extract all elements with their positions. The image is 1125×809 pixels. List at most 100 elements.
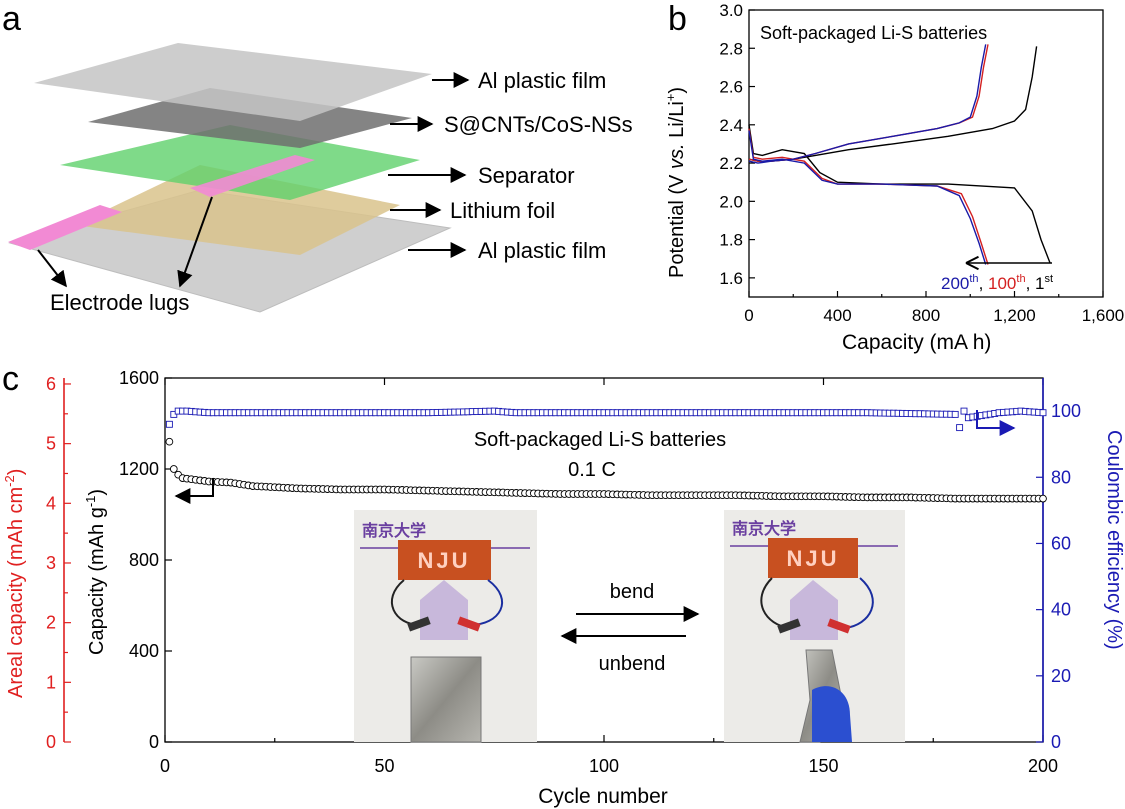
panel-c-title: Soft-packaged Li-S batteries xyxy=(474,429,726,451)
panel-c-ce-tick-label: 0 xyxy=(1051,732,1061,752)
unbend-label: unbend xyxy=(599,653,666,675)
capacity-axis-hint-arrow xyxy=(174,478,214,504)
panel-c-x-tick-label: 50 xyxy=(374,756,394,776)
panel-b-y-tick-label: 1.8 xyxy=(719,231,743,250)
panel-b-axes: 0 400 800 1,200 1,600 1.6 1.8 2.0 2.2 2.4 2.6 2.8 3.… xyxy=(719,1,1124,325)
photo-left-banner: 南京大学 xyxy=(362,521,426,540)
panel-c-areal-tick-label: 2 xyxy=(46,613,56,633)
panel-c-y-tick-label: 0 xyxy=(149,732,159,752)
panel-c-ce-tick-label: 40 xyxy=(1051,600,1071,620)
label-lithium: Lithium foil xyxy=(450,198,555,223)
panel-b-x-tick-label: 800 xyxy=(912,306,940,325)
lithium-foil-layer xyxy=(75,165,400,255)
photo-right-emblem xyxy=(790,580,838,640)
panel-b-letter: b xyxy=(668,0,687,38)
photo-left-clip-red xyxy=(457,616,481,632)
photo-left-pouch-cell xyxy=(410,656,482,743)
panel-b-cycle-annotation: 200th, 100th, 1st xyxy=(941,273,1053,293)
capacity-point xyxy=(1039,494,1047,503)
photo-left-emblem xyxy=(420,580,468,640)
panel-b-x-tick-label: 0 xyxy=(744,306,753,325)
panel-b-x-tick-label: 400 xyxy=(823,306,851,325)
panel-c-areal-tick-label: 6 xyxy=(46,374,56,394)
photo-right-clip-red xyxy=(827,618,851,634)
photo-right-banner: 南京大学 xyxy=(732,519,796,538)
panel-b-y-tick-label: 2.6 xyxy=(719,78,743,97)
photo-left-clip-black xyxy=(407,616,431,632)
panel-c-x-tick-label: 0 xyxy=(160,756,170,776)
panel-c-y-tick-label: 400 xyxy=(129,641,159,661)
photo-left-led-board xyxy=(398,540,491,580)
panel-b-title: Soft-packaged Li-S batteries xyxy=(760,23,987,43)
right-electrode-lug xyxy=(190,155,315,197)
panel-c-x-tick-label: 100 xyxy=(589,756,619,776)
panel-c-ce-tick-label: 60 xyxy=(1051,533,1071,553)
bend-label: bend xyxy=(610,581,655,603)
panel-b-y-tick-label: 3.0 xyxy=(719,1,743,20)
panel-c-areal-tick-label: 0 xyxy=(46,732,56,752)
left-electrode-lug xyxy=(8,205,122,250)
cathode-layer xyxy=(88,88,412,148)
curve-1st-charge xyxy=(748,46,1038,162)
panel-c-data-marks xyxy=(165,407,1047,503)
panel-b-x-tick-label: 1,200 xyxy=(993,306,1036,325)
curve-200th-discharge xyxy=(748,130,987,265)
panel-c-ylabel-areal: Areal capacity (mAh cm-2) xyxy=(2,469,27,698)
panel-c-y-tick-label: 1200 xyxy=(119,459,159,479)
panel-c-ce-tick-label: 80 xyxy=(1051,467,1071,487)
panel-c-areal-tick-label: 5 xyxy=(46,434,56,454)
label-bottom-film: Al plastic film xyxy=(478,238,606,263)
panel-b-y-tick-label: 2.2 xyxy=(719,154,743,173)
photo-right-led-text: NJU xyxy=(786,546,839,571)
top-al-film-layer xyxy=(34,43,432,121)
arrow-lug-left xyxy=(37,249,67,288)
panel-b-xlabel: Capacity (mA h) xyxy=(842,331,991,354)
panel-b-y-tick-label: 2.8 xyxy=(719,39,743,58)
panel-c-areal-tick-label: 1 xyxy=(46,672,56,692)
panel-c-ce-tick-label: 100 xyxy=(1051,401,1081,421)
ce-axis-hint-arrow xyxy=(976,410,1016,436)
panel-b: b 0 400 800 1,200 1,600 1.6 1.8 2.0 2.2 2.4 2.6 2.8… xyxy=(663,0,1124,354)
photo-right-gloved-hand xyxy=(812,686,852,742)
capacity-point xyxy=(169,465,178,473)
photo-flat-battery: 南京大学 NJU xyxy=(354,510,537,743)
curve-200th-charge xyxy=(748,44,987,164)
panel-b-curves xyxy=(748,44,1051,265)
label-separator: Separator xyxy=(478,163,575,188)
panel-c-ce-tick-label: 20 xyxy=(1051,666,1071,686)
panel-b-y-tick-label: 1.6 xyxy=(719,269,743,288)
panel-c-xlabel: Cycle number xyxy=(538,785,668,808)
panel-c-y-tick-label: 1600 xyxy=(119,368,159,388)
curve-1st-discharge xyxy=(748,124,1051,263)
panel-c-rate: 0.1 C xyxy=(568,459,616,481)
ce-point xyxy=(951,410,959,418)
panel-c-y-tick-label: 800 xyxy=(129,550,159,570)
panel-c-ylabel-capacity: Capacity (mAh g-1) xyxy=(83,489,108,655)
panel-c: c 0 50 100 150 20004008001200160002040608010… xyxy=(2,360,1125,808)
panel-b-y-tick-label: 2.0 xyxy=(719,192,743,211)
curve-100th-charge xyxy=(748,44,989,162)
photo-right-clip-black xyxy=(777,618,801,634)
panel-c-letter: c xyxy=(2,360,19,398)
ce-point xyxy=(956,424,964,432)
panel-b-y-tick-label: 2.4 xyxy=(719,116,743,135)
curve-100th-discharge xyxy=(748,128,989,265)
photo-right-wire-blue xyxy=(844,577,874,629)
photo-right-led-board xyxy=(768,538,858,578)
label-top-film: Al plastic film xyxy=(478,68,606,93)
photo-left-led-text: NJU xyxy=(417,548,470,573)
label-cathode: S@CNTs/CoS-NSs xyxy=(444,112,633,137)
panel-c-axes: 0 50 100 150 2000400800120016000204060801000… xyxy=(46,368,1081,776)
panel-c-x-tick-label: 200 xyxy=(1028,756,1058,776)
panel-a: a Al plastic film S@CNTs/CoS-NSs Separat… xyxy=(2,0,633,315)
ce-point xyxy=(1039,409,1047,417)
panel-c-areal-tick-label: 4 xyxy=(46,493,56,513)
ce-point xyxy=(165,420,173,428)
panel-b-x-tick-label: 1,600 xyxy=(1082,306,1125,325)
ce-point xyxy=(960,407,968,415)
label-electrode-lugs: Electrode lugs xyxy=(50,290,189,315)
panel-b-ylabel: Potential (V vs. Li/Li+) xyxy=(663,87,688,278)
arrow-lug-right xyxy=(177,196,213,288)
panel-a-letter: a xyxy=(2,0,21,38)
photo-bent-battery: 南京大学 NJU xyxy=(724,510,905,743)
